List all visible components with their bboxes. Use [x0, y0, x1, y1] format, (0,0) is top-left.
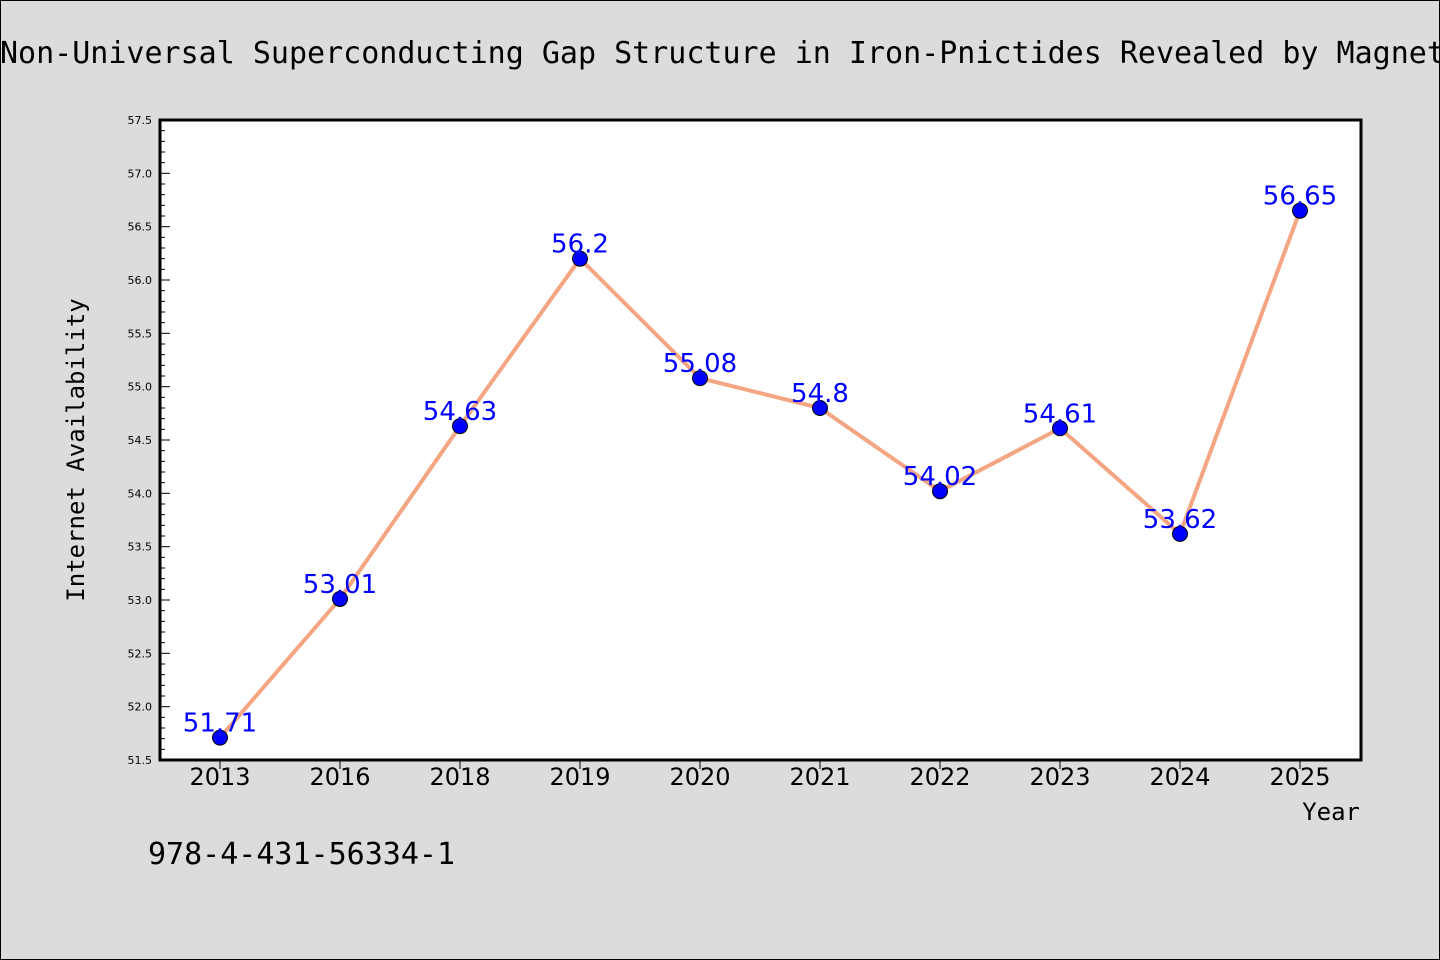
- y-tick-label: 53.0: [128, 594, 153, 607]
- y-tick-label: 55.0: [128, 381, 153, 394]
- data-label: 54.63: [423, 397, 497, 427]
- data-point-marker: [812, 400, 828, 416]
- x-tick-label: 2021: [789, 763, 850, 791]
- x-tick-label: 2018: [429, 763, 490, 791]
- x-tick-label: 2024: [1149, 763, 1210, 791]
- x-tick-label: 2013: [189, 763, 250, 791]
- y-tick-label: 53.5: [128, 541, 153, 554]
- x-tick-label: 2023: [1029, 763, 1090, 791]
- series-layer: 51.71 53.01 54.63 56.2 55.08 54.8 54.02 54.61 53…: [183, 182, 1337, 746]
- y-axis-label: Internet Availability: [62, 298, 90, 601]
- data-point-marker: [932, 483, 948, 500]
- series-line: [218, 208, 1302, 740]
- y-tick-label: 56.0: [128, 274, 153, 287]
- data-label: 54.61: [1023, 399, 1097, 429]
- data-point-marker: [1292, 202, 1308, 219]
- y-tick-label: 57.0: [128, 167, 153, 180]
- data-label: 56.65: [1263, 182, 1337, 212]
- chart-title: Non-Universal Superconducting Gap Struct…: [0, 36, 1440, 71]
- y-tick-label: 57.5: [128, 114, 153, 127]
- data-point-marker: [452, 418, 468, 435]
- y-tick-label: 55.5: [128, 327, 153, 340]
- data-point-marker: [332, 590, 348, 607]
- y-tick-label: 51.5: [128, 754, 153, 767]
- data-label: 54.8: [791, 379, 849, 409]
- data-point-marker: [1172, 525, 1188, 542]
- x-tick-label: 2019: [549, 763, 610, 791]
- data-point-marker: [212, 729, 228, 746]
- data-label: 53.01: [303, 570, 377, 600]
- data-label: 53.62: [1143, 505, 1217, 535]
- plot-frame: [158, 118, 1363, 762]
- y-tick-label: 54.0: [128, 487, 153, 500]
- data-label: 54.02: [903, 462, 977, 492]
- y-tick-label: 56.5: [128, 221, 153, 234]
- plot-area: [160, 120, 1361, 760]
- footnote-isbn: 978-4-431-56334-1: [148, 837, 455, 872]
- data-label: 56.2: [551, 230, 609, 260]
- data-point-marker: [1052, 420, 1068, 437]
- data-point-marker: [572, 250, 588, 267]
- x-tick-label: 2022: [909, 763, 970, 791]
- data-label: 55.08: [663, 349, 737, 379]
- data-label: 51.71: [183, 709, 257, 739]
- axis-ticks: 51.5 52.0 52.5 53.0 53.5 54.0 54.5 55.0 55.5 56.0…: [128, 114, 1331, 791]
- y-tick-label: 52.5: [128, 647, 153, 660]
- x-tick-label: 2020: [669, 763, 730, 791]
- x-tick-label: 2016: [309, 763, 370, 791]
- y-tick-label: 52.0: [128, 701, 153, 714]
- x-tick-label: 2025: [1269, 763, 1330, 791]
- y-tick-label: 54.5: [128, 434, 153, 447]
- x-axis-label: Year: [1302, 798, 1360, 826]
- data-point-marker: [692, 370, 708, 387]
